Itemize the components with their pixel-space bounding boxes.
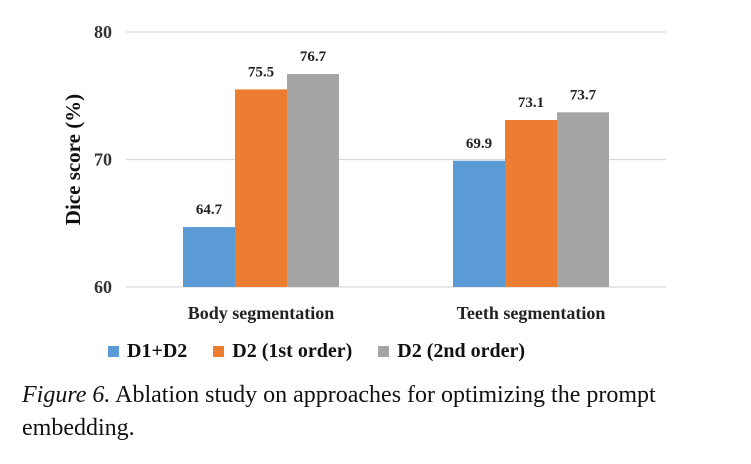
- data-labels: 64.7 75.5 76.7 69.9 73.1 73.7: [196, 49, 597, 218]
- legend-swatch: [108, 346, 119, 357]
- bar: [183, 227, 235, 287]
- y-tick-label: 80: [94, 22, 112, 42]
- caption-text: Ablation study on approaches for optimiz…: [22, 382, 656, 441]
- legend-item: D2 (2nd order): [378, 340, 525, 363]
- bar: [505, 119, 557, 287]
- y-axis-label: Dice score (%): [61, 94, 85, 225]
- category-labels: Body segmentation Teeth segmentation: [188, 303, 606, 323]
- bar-chart: 60 70 80 64.7 75.5 76.7 69.9 73.1 73.7 Body seg…: [61, 22, 666, 323]
- legend-label: D1+D2: [127, 340, 188, 362]
- legend: D1+D2 D2 (1st order) D2 (2nd order): [108, 340, 525, 363]
- data-label: 64.7: [196, 202, 223, 218]
- figure-caption: Figure 6. Ablation study on approaches f…: [22, 379, 737, 445]
- category-label: Body segmentation: [188, 303, 335, 323]
- legend-item: D2 (1st order): [213, 340, 352, 363]
- bars: [183, 74, 609, 287]
- bar: [557, 112, 609, 287]
- bar: [287, 74, 339, 287]
- data-label: 73.1: [518, 95, 544, 111]
- data-label: 69.9: [466, 136, 492, 152]
- bar: [235, 89, 287, 287]
- legend-item: D1+D2: [108, 340, 187, 363]
- legend-swatch: [213, 346, 225, 357]
- data-label: 75.5: [248, 64, 274, 80]
- data-label: 73.7: [570, 87, 597, 103]
- figure-label: Figure 6.: [22, 382, 111, 408]
- data-label: 76.7: [300, 49, 327, 65]
- category-label: Teeth segmentation: [457, 303, 606, 323]
- y-tick-label: 60: [94, 277, 112, 297]
- legend-label: D2 (2nd order): [397, 340, 526, 362]
- legend-label: D2 (1st order): [232, 340, 353, 362]
- legend-swatch: [378, 346, 390, 357]
- y-tick-label: 70: [94, 150, 112, 170]
- bar: [453, 160, 505, 287]
- y-tick-labels: 60 70 80: [94, 22, 112, 297]
